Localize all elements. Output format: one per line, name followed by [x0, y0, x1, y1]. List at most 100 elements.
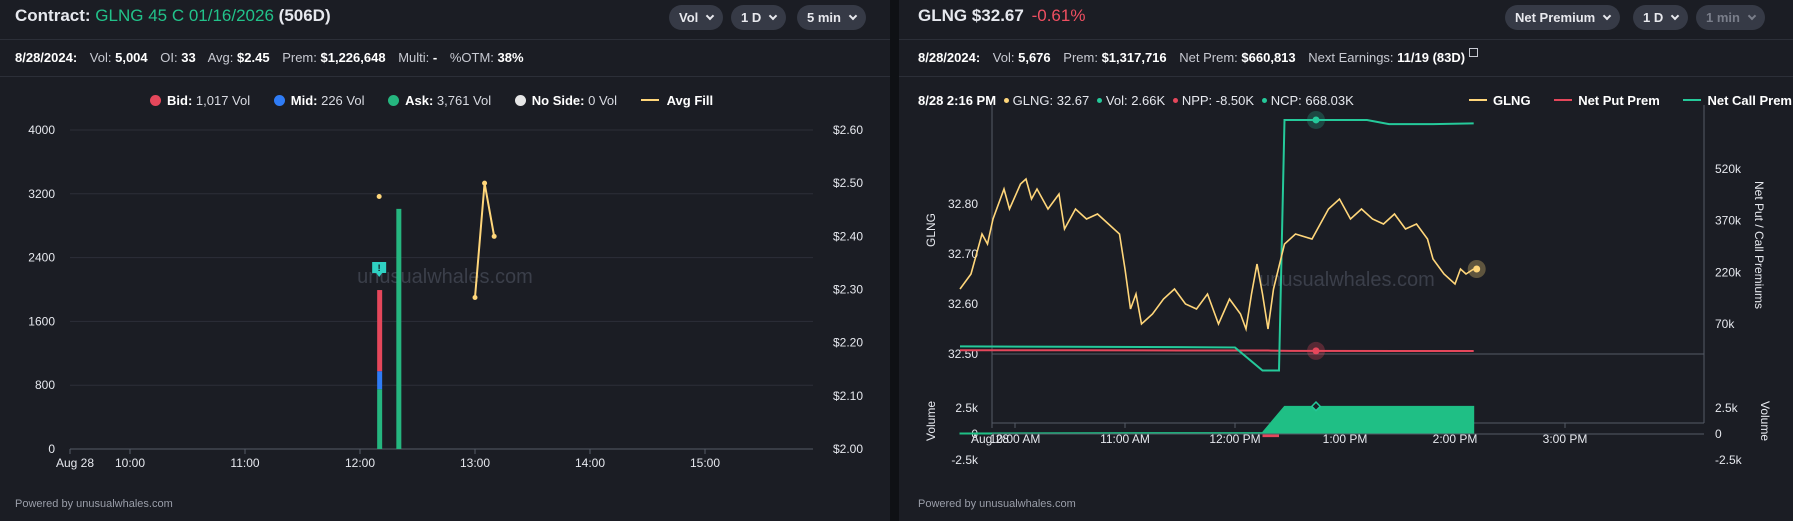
y-tick-label-right: 70k	[1715, 317, 1735, 331]
contract-title: Contract: GLNG 45 C 01/16/2026 (506D)	[15, 6, 331, 26]
y-tick-label-left: 32.80	[948, 197, 978, 211]
x-tick-label: 2:00 PM	[1433, 432, 1478, 446]
alert-icon	[372, 262, 387, 278]
legend-ask[interactable]: Ask: 3,761 Vol	[388, 93, 491, 108]
x-tick-label: 12:00 PM	[1209, 432, 1260, 446]
ticker-title: GLNG $32.67 -0.61%	[918, 6, 1085, 26]
metric-dropdown[interactable]: Vol	[669, 5, 724, 30]
watermark: unusualwhales.com	[1259, 269, 1435, 291]
y-tick-label-left: 4000	[28, 123, 55, 137]
net-call-volume-area	[959, 405, 1475, 435]
volume-tick-label-left: -2.5k	[951, 453, 979, 467]
chevron-down-icon	[1602, 11, 1612, 21]
y-tick-label-left: 32.50	[948, 347, 978, 361]
y-tick-label-left: 32.60	[948, 297, 978, 311]
y-tick-label-left: 3200	[28, 187, 55, 201]
x-tick-label: 15:00	[690, 456, 720, 470]
options-contract-panel: Contract: GLNG 45 C 01/16/2026 (506D) Vo…	[0, 0, 890, 521]
bar-bid-0	[377, 290, 383, 372]
x-tick-label: Aug 28	[971, 432, 1009, 446]
ticker-header: GLNG $32.67 -0.61% Net Premium 1 D 1 min	[899, 0, 1793, 40]
contract-symbol[interactable]: GLNG 45 C 01/16/2026	[95, 6, 274, 25]
y-tick-label-left: 1600	[28, 314, 55, 328]
bar-mid-0	[377, 371, 383, 390]
y-tick-label-right: $2.00	[833, 442, 863, 456]
y-tick-label-left: 2400	[28, 251, 55, 265]
y-tick-label-left: 0	[48, 442, 55, 456]
x-tick-label: 11:00 AM	[1100, 432, 1150, 446]
net-call-prem-line	[959, 118, 1474, 372]
bar-ask-1	[396, 208, 402, 449]
y-tick-label-right: $2.60	[833, 123, 863, 137]
metric-dropdown[interactable]: Net Premium	[1505, 5, 1621, 30]
crosshair-info: 8/28 2:16 PM GLNG: 32.67 Vol: 2.66K NPP:…	[918, 93, 1354, 108]
chevron-down-icon	[768, 11, 778, 21]
volume-tick-label-right: -2.5k	[1715, 453, 1743, 467]
footer-credit[interactable]: Powered by unusualwhales.com	[918, 498, 1076, 510]
external-link-icon[interactable]	[1469, 48, 1479, 57]
net-premium-chart[interactable]: GLNG Net Put / Call Premiums Volume Volume 3…	[899, 85, 1793, 485]
ticker-symbol[interactable]: GLNG	[918, 6, 968, 25]
bar-ask-0	[377, 389, 383, 449]
y-tick-label-right: $2.20	[833, 336, 863, 350]
interval-dropdown[interactable]: 5 min	[797, 5, 866, 30]
chevron-down-icon	[1747, 11, 1757, 21]
x-tick-label: 10:00 AM	[990, 432, 1041, 446]
net-premium-panel: GLNG $32.67 -0.61% Net Premium 1 D 1 min…	[899, 0, 1793, 521]
glng-price-line	[959, 177, 1475, 333]
crosshair-call-point	[1312, 116, 1320, 124]
price-change: -0.61%	[1031, 6, 1086, 25]
y-tick-label-right: $2.10	[833, 389, 863, 403]
crosshair-put-point	[1312, 347, 1320, 355]
y-tick-label-right: $2.30	[833, 283, 863, 297]
x-tick-label: 11:00	[230, 456, 259, 470]
y-tick-label-right: $2.50	[833, 176, 863, 190]
ticker-price: $32.67	[971, 6, 1024, 25]
crosshair-volume-point	[1310, 401, 1322, 412]
legend-no-side[interactable]: No Side: 0 Vol	[514, 93, 617, 108]
footer-credit[interactable]: Powered by unusualwhales.com	[15, 498, 173, 510]
y-tick-label-left: 800	[35, 378, 55, 392]
y-axis-title-left: GLNG	[924, 213, 938, 247]
x-tick-label: 13:00	[460, 456, 490, 470]
chevron-down-icon	[706, 11, 715, 21]
y-tick-label-right: 520k	[1715, 162, 1742, 176]
y-axis-title-right: Net Put / Call Premiums	[1752, 181, 1766, 309]
range-dropdown[interactable]: 1 D	[731, 5, 787, 30]
alert-icon-glyph: !	[378, 263, 381, 273]
volume-axis-title-right: Volume	[1758, 401, 1772, 441]
y-tick-label-right: 220k	[1715, 265, 1742, 279]
net-put-volume-area	[1262, 434, 1279, 438]
chevron-down-icon	[1670, 11, 1680, 21]
volume-legend: Bid: 1,017 Vol Mid: 226 Vol Ask: 3,761 V…	[150, 93, 733, 108]
volume-chart[interactable]: 0 800 1600 2400 3200 4000 $2.00 $2.10 $2.20 $2.30…	[0, 110, 890, 510]
avg-fill-point	[472, 294, 478, 300]
avg-fill-point	[376, 193, 382, 199]
volume-axis-title-left: Volume	[924, 401, 938, 441]
x-tick-label: 3:00 PM	[1543, 432, 1588, 446]
legend-mid[interactable]: Mid: 226 Vol	[273, 93, 364, 108]
legend-avg-fill[interactable]: Avg Fill	[640, 93, 713, 108]
legend-bid[interactable]: Bid: 1,017 Vol	[150, 93, 250, 108]
x-tick-label: Aug 28	[56, 456, 94, 470]
crosshair-price-point	[1473, 265, 1481, 273]
legend-net-put-prem[interactable]: Net Put Prem	[1554, 93, 1660, 108]
premium-legend: GLNG Net Put Prem Net Call Prem	[1469, 93, 1792, 108]
ticker-stats: 8/28/2024: Vol: 5,676 Prem: $1,317,716 N…	[918, 48, 1487, 65]
contract-label: Contract:	[15, 6, 91, 25]
volume-tick-label-left: 2.5k	[955, 401, 979, 415]
y-tick-label-right: $2.40	[833, 229, 863, 243]
legend-net-call-prem[interactable]: Net Call Prem	[1683, 93, 1792, 108]
x-tick-label: 12:00	[345, 456, 375, 470]
contract-stats: 8/28/2024: Vol: 5,004 OI: 33 Avg: $2.45 …	[15, 50, 524, 65]
net-put-prem-line	[960, 349, 1474, 353]
legend-glng[interactable]: GLNG	[1469, 93, 1531, 108]
avg-fill-point	[482, 180, 488, 186]
range-dropdown[interactable]: 1 D	[1633, 5, 1689, 30]
x-tick-label: 10:00	[115, 456, 145, 470]
contract-header: Contract: GLNG 45 C 01/16/2026 (506D) Vo…	[0, 0, 890, 40]
y-tick-label-right: 370k	[1715, 214, 1742, 228]
x-tick-label: 14:00	[575, 456, 605, 470]
days-to-expiry: (506D)	[278, 6, 331, 25]
y-tick-label-left: 32.70	[948, 247, 978, 261]
